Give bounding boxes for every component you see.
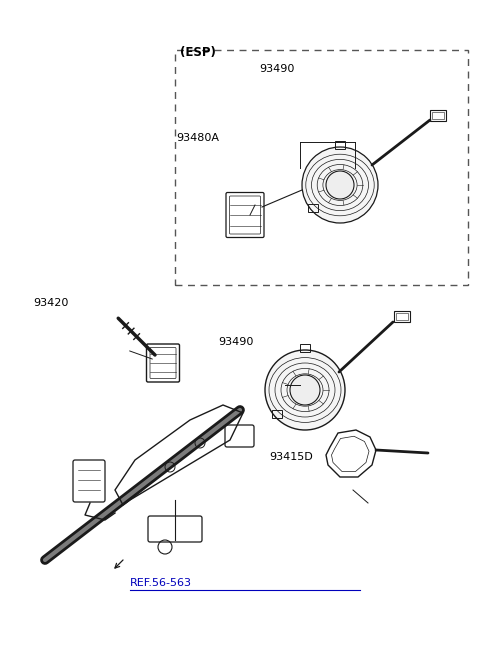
- Text: 93480A: 93480A: [177, 133, 220, 143]
- Bar: [175, 50, 468, 285]
- Bar: [308, 204, 318, 212]
- Bar: [300, 344, 310, 352]
- Circle shape: [265, 350, 345, 430]
- Circle shape: [290, 375, 320, 405]
- Bar: [335, 141, 345, 149]
- Text: 93415D: 93415D: [269, 452, 312, 462]
- Bar: [432, 112, 444, 119]
- Text: 93490: 93490: [218, 337, 254, 348]
- Bar: [430, 110, 446, 121]
- Bar: [396, 312, 408, 319]
- Circle shape: [302, 147, 378, 223]
- Text: 93420: 93420: [34, 298, 69, 308]
- Text: REF.56-563: REF.56-563: [130, 577, 192, 588]
- Circle shape: [326, 171, 354, 199]
- Text: 93490: 93490: [259, 64, 295, 74]
- Text: (ESP): (ESP): [180, 46, 216, 59]
- Bar: [394, 310, 410, 321]
- Bar: [272, 410, 282, 418]
